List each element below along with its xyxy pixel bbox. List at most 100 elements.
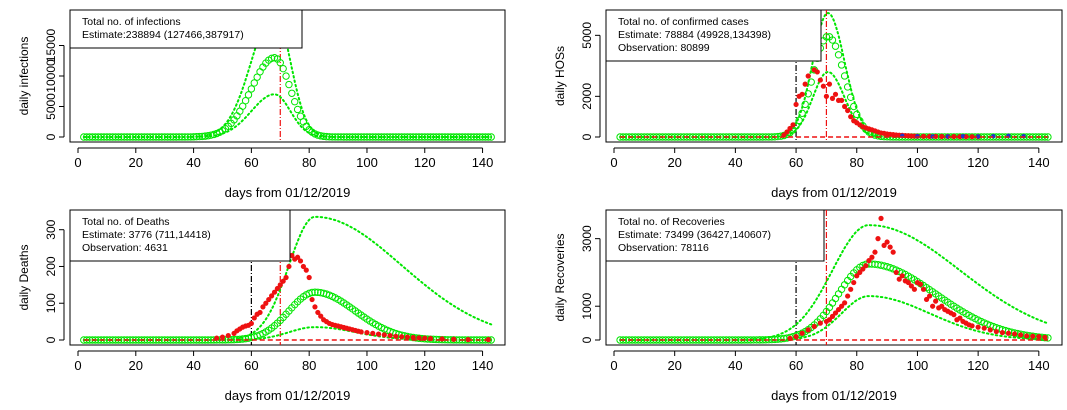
estimate-point bbox=[317, 132, 325, 140]
observed-point bbox=[393, 333, 399, 339]
x-tick-label: 80 bbox=[302, 155, 316, 170]
estimate-point bbox=[846, 93, 855, 101]
estimate-point bbox=[100, 133, 108, 141]
estimate-point bbox=[239, 335, 247, 343]
observed-point bbox=[358, 329, 364, 335]
y-tick-label: 300 bbox=[44, 219, 58, 239]
observed-point bbox=[410, 334, 416, 341]
estimate-point bbox=[120, 133, 128, 141]
observed-point bbox=[951, 312, 957, 318]
y-tick-label: 10000 bbox=[44, 59, 58, 93]
observed-point bbox=[926, 293, 933, 299]
observed-point bbox=[303, 267, 309, 273]
observed-point bbox=[364, 330, 370, 336]
estimate-point bbox=[444, 133, 452, 141]
observed-point bbox=[439, 336, 445, 342]
estimate-point bbox=[146, 133, 154, 141]
estimate-point bbox=[357, 133, 365, 141]
y-tick-label: 1000 bbox=[580, 293, 594, 320]
observed-point bbox=[848, 286, 854, 292]
estimate-point bbox=[291, 98, 299, 106]
estimate-point bbox=[189, 133, 198, 141]
observed-point bbox=[987, 327, 993, 333]
observed-point bbox=[271, 289, 278, 295]
observed-point bbox=[969, 323, 975, 329]
estimate-point bbox=[481, 133, 490, 141]
estimate-point bbox=[452, 133, 461, 141]
legend-line: Estimate: 73499 (36427,140607) bbox=[618, 229, 771, 241]
observed-point bbox=[832, 310, 839, 316]
estimate-point bbox=[447, 133, 455, 141]
data-layer bbox=[616, 10, 1052, 142]
observed-point bbox=[820, 83, 826, 89]
estimate-point bbox=[106, 336, 114, 344]
estimate-point bbox=[155, 133, 163, 141]
estimate-point bbox=[831, 42, 840, 50]
observed-point bbox=[297, 258, 304, 264]
y-tick-label: 100 bbox=[44, 293, 58, 313]
estimate-point bbox=[186, 133, 195, 141]
estimate-point bbox=[241, 96, 250, 105]
observed-point bbox=[318, 313, 324, 319]
estimate-point bbox=[354, 133, 362, 141]
observed-point bbox=[860, 266, 866, 272]
chart-confirmed: 0 20 40 60 80 100 120 140 0 2000 5000 days from 01/… bbox=[553, 9, 1063, 200]
observed-point bbox=[939, 303, 945, 309]
observed-point bbox=[805, 327, 811, 333]
estimate-point bbox=[853, 110, 861, 119]
observed-point bbox=[838, 97, 845, 103]
estimate-point bbox=[804, 90, 812, 98]
observed-point bbox=[838, 303, 845, 309]
observed-point bbox=[893, 269, 899, 276]
observed-point bbox=[951, 133, 957, 140]
y-axis-title: daily Recoveries bbox=[553, 233, 567, 321]
x-axis-title: days from 01/12/2019 bbox=[225, 185, 351, 200]
estimate-point bbox=[82, 336, 91, 344]
observed-point bbox=[863, 263, 869, 269]
estimate-point bbox=[337, 133, 345, 141]
x-tick-label: 60 bbox=[244, 155, 258, 170]
observed-point bbox=[793, 334, 799, 340]
x-tick-label: 0 bbox=[74, 155, 81, 170]
estimate-point bbox=[256, 68, 264, 76]
estimate-point bbox=[475, 133, 484, 141]
estimate-point bbox=[837, 61, 846, 69]
observed-point bbox=[1042, 334, 1048, 340]
estimate-point bbox=[366, 133, 374, 141]
estimate-point bbox=[400, 133, 409, 141]
estimate-point bbox=[1041, 133, 1049, 141]
estimate-point bbox=[114, 133, 123, 141]
estimate-point bbox=[85, 133, 94, 141]
estimate-point bbox=[163, 133, 172, 141]
estimate-point bbox=[195, 132, 204, 141]
x-tick-label: 80 bbox=[302, 358, 316, 373]
observed-point bbox=[300, 263, 306, 270]
estimate-point bbox=[328, 133, 336, 141]
observed-point bbox=[899, 273, 905, 279]
observed-point bbox=[814, 69, 820, 75]
estimate-point bbox=[114, 336, 123, 344]
estimate-point bbox=[409, 133, 417, 141]
observed-point bbox=[957, 315, 963, 321]
x-axis-title: days from 01/12/2019 bbox=[771, 388, 897, 403]
plot-frame bbox=[605, 9, 1063, 143]
estimate-point bbox=[134, 133, 143, 141]
x-tick-label: 40 bbox=[186, 155, 200, 170]
estimate-point bbox=[487, 133, 495, 141]
estimate-point bbox=[175, 133, 183, 141]
estimate-point bbox=[140, 133, 149, 141]
observed-point bbox=[999, 329, 1006, 336]
x-tick-label: 120 bbox=[414, 155, 436, 170]
estimate-point bbox=[415, 133, 423, 141]
x-tick-label: 20 bbox=[129, 155, 143, 170]
observed-point bbox=[269, 293, 275, 299]
estimate-point bbox=[201, 132, 209, 140]
x-axis-title: days from 01/12/2019 bbox=[771, 185, 897, 200]
observed-point bbox=[404, 334, 411, 340]
observed-point bbox=[306, 274, 312, 281]
estimate-point bbox=[360, 133, 368, 141]
x-tick-label: 60 bbox=[789, 155, 803, 170]
estimate-point bbox=[473, 133, 481, 141]
estimate-point bbox=[438, 133, 446, 141]
